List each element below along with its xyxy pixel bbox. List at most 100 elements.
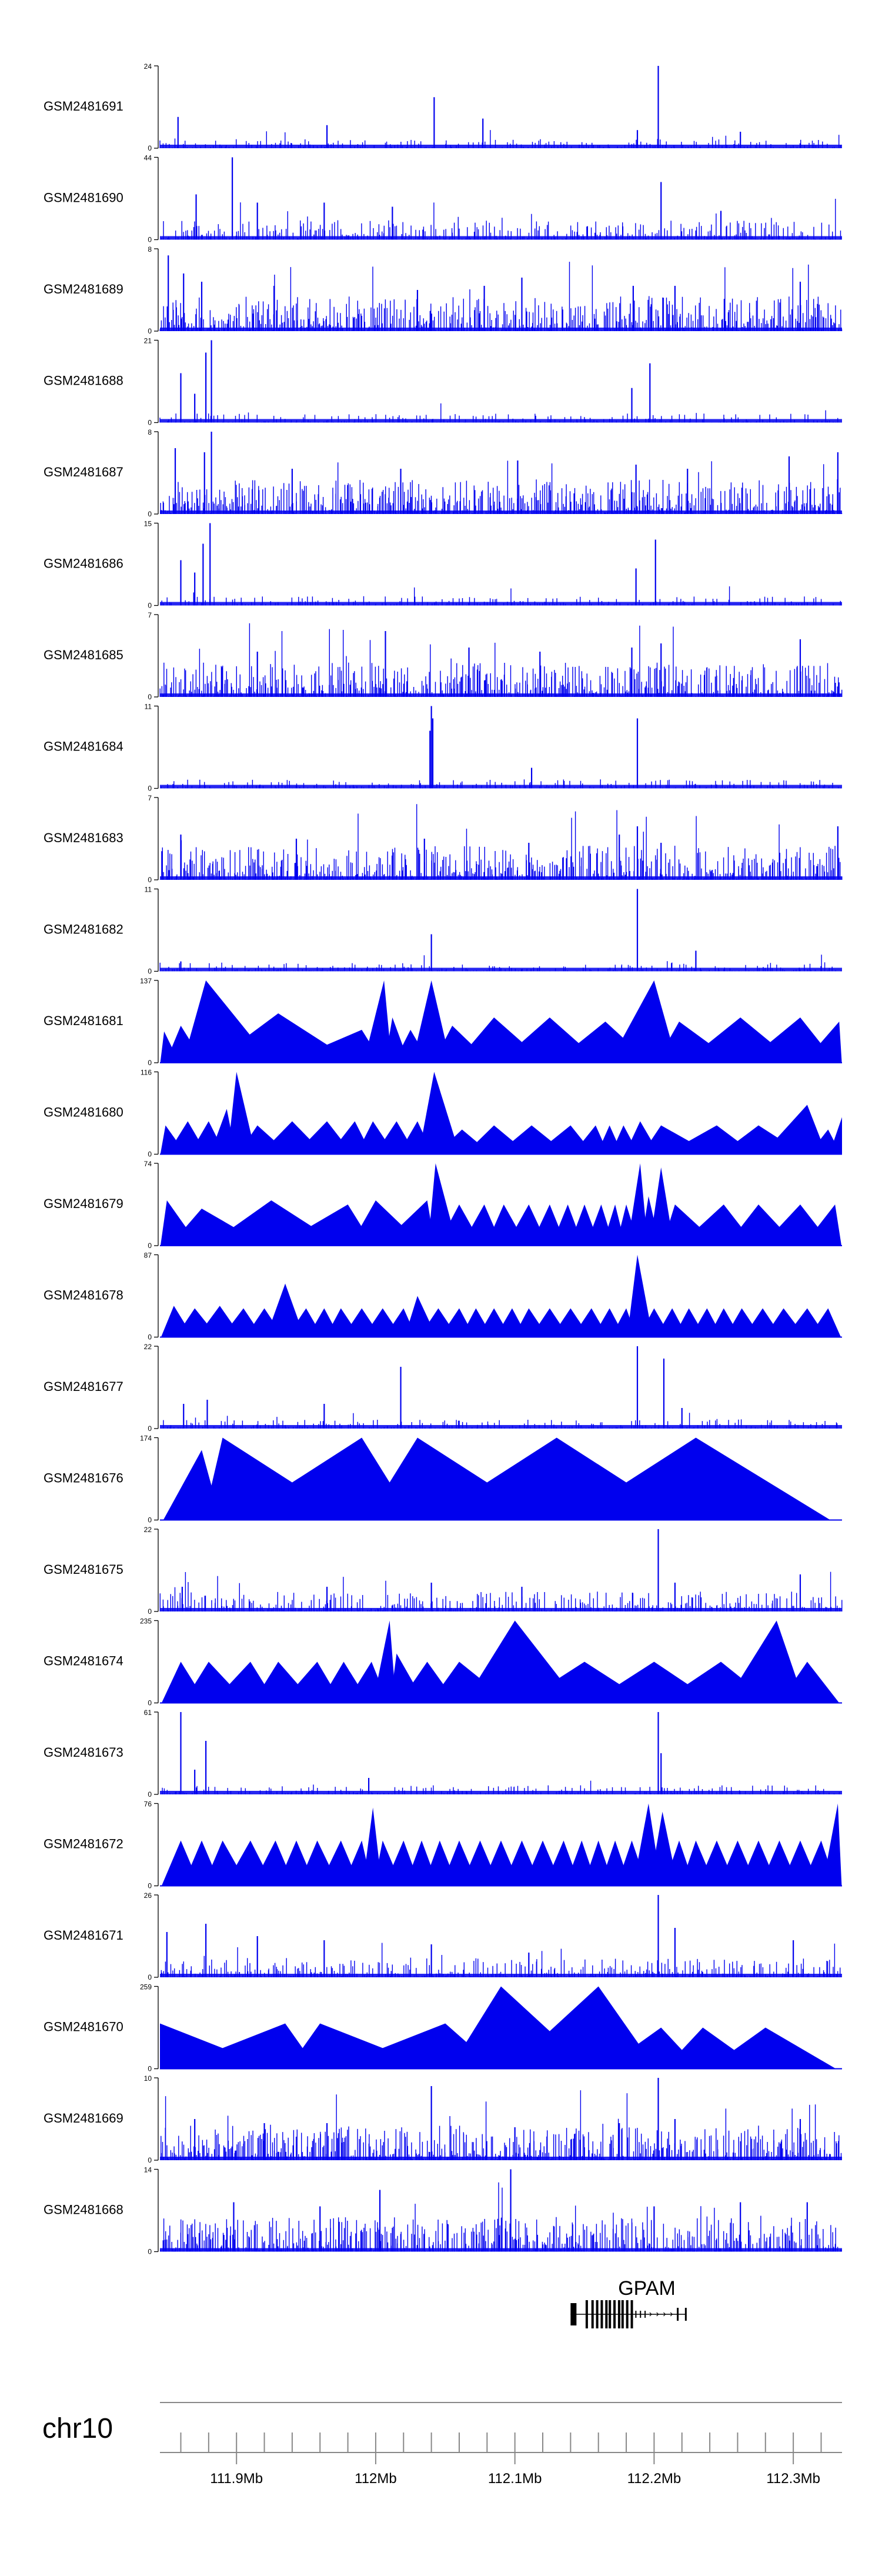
track-max-label: 259	[140, 1983, 152, 1991]
track-min-label: 0	[148, 785, 152, 793]
genomic-axis: chr10 111.9Mb 112Mb 112.1Mb 112.2Mb 112.3Mb	[42, 2402, 842, 2487]
track-label: GSM2481673	[44, 1745, 123, 1760]
track-label: GSM2481674	[44, 1654, 123, 1669]
track-max-label: 10	[144, 2074, 152, 2083]
track-label: GSM2481668	[44, 2203, 123, 2217]
track-label: GSM2481688	[44, 373, 123, 388]
track-max-label: 74	[144, 1160, 152, 1168]
track-min-label: 0	[148, 2248, 152, 2256]
gene-exon	[684, 2308, 687, 2321]
track-min-label: 0	[148, 327, 152, 335]
track-label: GSM2481675	[44, 1562, 123, 1577]
track-max-label: 7	[148, 794, 152, 802]
track-label: GSM2481681	[44, 1013, 123, 1028]
coverage-signal	[160, 2182, 842, 2252]
track-label: GSM2481671	[44, 1928, 123, 1943]
coverage-peak	[419, 1072, 460, 1154]
track-max-label: 21	[144, 337, 152, 345]
track-max-label: 11	[145, 886, 152, 894]
coverage-floor	[160, 876, 842, 880]
track-label: GSM2481691	[44, 99, 123, 114]
track-max-label: 22	[144, 1343, 152, 1351]
coverage-signal	[159, 262, 843, 331]
track-GSM2481684: GSM2481684 11 0	[44, 703, 842, 793]
coverage-floor	[160, 967, 842, 972]
track-GSM2481682: GSM2481682 11 0	[44, 886, 842, 976]
track-max-label: 24	[144, 62, 152, 71]
track-min-label: 0	[148, 2156, 152, 2164]
coverage-signal	[159, 623, 843, 697]
track-min-label: 0	[148, 1882, 152, 1890]
track-max-label: 76	[144, 1800, 152, 1808]
coverage-floor	[160, 2248, 842, 2252]
track-label: GSM2481677	[44, 1379, 123, 1394]
coverage-floor	[160, 419, 842, 423]
coverage-peak	[509, 1986, 656, 2069]
track-min-label: 0	[148, 1699, 152, 1707]
coverage-signal	[161, 2090, 842, 2160]
track-max-label: 61	[144, 1709, 152, 1717]
track-label: GSM2481670	[44, 2020, 123, 2034]
track-max-label: 8	[148, 428, 152, 436]
coverage-peak	[463, 1620, 579, 1703]
track-min-label: 0	[148, 2065, 152, 2073]
track-GSM2481685: GSM2481685 7 0	[44, 611, 843, 701]
track-min-label: 0	[148, 967, 152, 976]
track-min-label: 0	[148, 602, 152, 610]
track-max-label: 174	[140, 1434, 152, 1443]
coverage-peak	[363, 980, 392, 1063]
coverage-peak	[649, 1167, 674, 1246]
track-label: GSM2481685	[44, 648, 123, 662]
track-min-label: 0	[148, 510, 152, 518]
coverage-signal	[159, 1571, 843, 1611]
coverage-peak	[233, 1437, 413, 1520]
track-label: GSM2481669	[44, 2111, 123, 2125]
gene-exon	[626, 2300, 629, 2328]
track-label: GSM2481687	[44, 465, 123, 479]
track-GSM2481687: GSM2481687 8 0	[44, 428, 843, 518]
coverage-peak	[822, 1803, 842, 1886]
track-label: GSM2481689	[44, 282, 123, 296]
track-max-label: 7	[148, 611, 152, 619]
track-GSM2481676: GSM2481676 174 0	[44, 1434, 842, 1524]
coverage-peak	[285, 1030, 383, 1063]
track-min-label: 0	[148, 419, 152, 427]
chromosome-label: chr10	[42, 2413, 113, 2444]
track-label: GSM2481680	[44, 1105, 123, 1120]
track-GSM2481669: GSM2481669 10 0	[44, 2074, 842, 2164]
track-min-label: 0	[148, 1333, 152, 1342]
track-label: GSM2481672	[44, 1837, 123, 1851]
coverage-peak	[803, 1204, 842, 1246]
coverage-floor	[160, 2157, 842, 2160]
track-label: GSM2481678	[44, 1288, 123, 1303]
track-max-label: 14	[144, 2166, 152, 2174]
track-min-label: 0	[148, 1790, 152, 1798]
track-label: GSM2481684	[44, 739, 123, 754]
track-min-label: 0	[148, 1059, 152, 1067]
gene-exon	[591, 2300, 594, 2328]
coverage-peak	[227, 1072, 256, 1154]
coverage-peak	[170, 2023, 318, 2069]
gene-utr-block	[570, 2303, 577, 2325]
track-min-label: 0	[148, 144, 152, 152]
track-GSM2481675: GSM2481675 22 0	[44, 1526, 843, 1616]
coverage-floor	[160, 785, 842, 789]
track-GSM2481672: GSM2481672 76 0	[44, 1800, 842, 1890]
gene-track: GPAM	[570, 2277, 687, 2328]
gene-exon	[677, 2308, 679, 2321]
axis-tick-label: 112.1Mb	[488, 2471, 542, 2487]
gene-strand-arrow	[663, 2312, 666, 2317]
coverage-peak	[609, 980, 677, 1063]
track-GSM2481678: GSM2481678 87 0	[44, 1252, 842, 1342]
gene-exon	[617, 2300, 620, 2328]
track-min-label: 0	[148, 1607, 152, 1616]
track-label: GSM2481690	[44, 191, 123, 205]
axis-tick-label: 111.9Mb	[210, 2471, 263, 2487]
track-GSM2481674: GSM2481674 235 0	[44, 1617, 842, 1707]
coverage-peak	[362, 1807, 382, 1886]
coverage-peak	[277, 1204, 374, 1246]
coverage-floor	[160, 693, 842, 697]
coverage-peak	[163, 1450, 221, 1520]
coverage-floor	[160, 1974, 842, 1977]
track-min-label: 0	[148, 236, 152, 244]
